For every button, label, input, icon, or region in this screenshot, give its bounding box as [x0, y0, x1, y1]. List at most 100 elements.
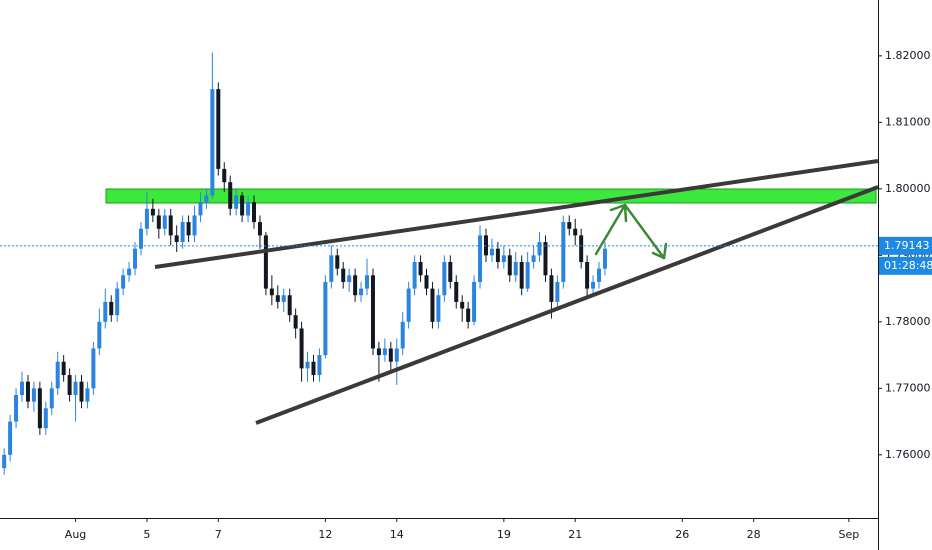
candle-body: [115, 288, 120, 316]
candle-body: [37, 388, 42, 429]
candle-body: [353, 275, 358, 296]
candle-body: [597, 268, 602, 282]
arrow-head: [609, 203, 628, 223]
candle-body: [513, 261, 518, 276]
candle-body: [495, 248, 500, 262]
candle-body: [79, 381, 84, 402]
candle-body: [20, 381, 25, 395]
candle-body: [525, 261, 530, 289]
candle-body: [252, 202, 257, 223]
lower-trendline: [255, 185, 879, 425]
candle-body: [222, 168, 227, 183]
candle-body: [555, 281, 560, 302]
countdown-box: [879, 256, 932, 275]
last-price-label: 1.79143: [884, 239, 930, 252]
candle-body: [269, 288, 274, 296]
candle-body: [2, 454, 7, 469]
candle-body: [293, 315, 298, 329]
candle-body: [466, 308, 471, 322]
candle-body: [424, 275, 429, 289]
candle-body: [240, 195, 245, 216]
candle-body: [61, 361, 66, 376]
candle-body: [198, 202, 203, 216]
candle-body: [430, 288, 435, 322]
candle-body: [585, 261, 590, 289]
candle-body: [162, 215, 167, 229]
x-tick-label: 14: [390, 528, 404, 541]
candle-body: [234, 195, 239, 209]
y-tick-label: 1.77000: [885, 381, 931, 394]
candle-body: [31, 388, 36, 402]
candle-body: [561, 222, 566, 282]
candle-body: [192, 215, 197, 236]
candle-body: [25, 381, 30, 402]
candle-body: [275, 295, 280, 302]
last-price-box: [879, 236, 932, 255]
candle-body: [228, 182, 233, 209]
candle-body: [127, 268, 132, 276]
candle-body: [73, 381, 78, 395]
candle-body: [436, 295, 441, 322]
candle-body: [412, 261, 417, 289]
candle-body: [335, 255, 340, 269]
candle-body: [460, 301, 465, 309]
candle-body: [478, 235, 483, 282]
candle-body: [210, 89, 215, 196]
candle-body: [394, 348, 399, 362]
candle-body: [388, 348, 393, 362]
candle-body: [602, 248, 607, 269]
candle-body: [489, 248, 494, 256]
candle-body: [156, 215, 161, 229]
countdown-label: 01:28:48: [884, 259, 932, 272]
candle-body: [246, 202, 251, 216]
y-tick-label: 1.76000: [885, 448, 931, 461]
candle-body: [91, 348, 96, 389]
candle-body: [8, 421, 13, 455]
candle-body: [281, 295, 286, 302]
candle-body: [97, 321, 102, 349]
x-tick-label: 28: [747, 528, 761, 541]
candle-body: [507, 255, 512, 276]
candle-body: [305, 361, 310, 369]
candle-body: [14, 394, 19, 422]
candle-body: [537, 242, 542, 256]
candle-body: [144, 208, 149, 229]
x-tick-label: Sep: [838, 528, 859, 541]
candle-body: [347, 275, 352, 282]
candle-body: [341, 268, 346, 282]
candle-body: [531, 255, 536, 262]
candle-body: [519, 261, 524, 289]
candle-body: [418, 261, 423, 276]
candle-body: [579, 235, 584, 262]
x-tick-label: 12: [318, 528, 332, 541]
candle-body: [573, 228, 578, 236]
candle-body: [359, 288, 364, 296]
candle-body: [454, 281, 459, 302]
y-tick-label: 1.80000: [885, 182, 931, 195]
candle-body: [168, 215, 173, 236]
candle-body: [103, 301, 108, 322]
candle-body: [299, 328, 304, 369]
arrow-head: [651, 242, 668, 260]
y-tick-label: 1.81000: [885, 115, 931, 128]
projection-arrows: [594, 203, 668, 260]
x-tick-label: 19: [497, 528, 511, 541]
x-tick-label: 21: [568, 528, 582, 541]
candle-body: [263, 235, 268, 289]
candle-body: [567, 222, 572, 229]
x-tick-label: Aug: [65, 528, 86, 541]
candle-body: [448, 261, 453, 282]
candle-body: [323, 281, 328, 356]
candle-body: [472, 281, 477, 322]
candle-body: [376, 348, 381, 356]
candle-body: [501, 255, 506, 262]
y-tick-label: 1.78000: [885, 315, 931, 328]
candle-body: [549, 275, 554, 302]
x-tick-label: 26: [675, 528, 689, 541]
candle-body: [216, 89, 221, 169]
candle-body: [317, 355, 322, 376]
candle-body: [49, 388, 54, 409]
candle-body: [67, 375, 72, 395]
